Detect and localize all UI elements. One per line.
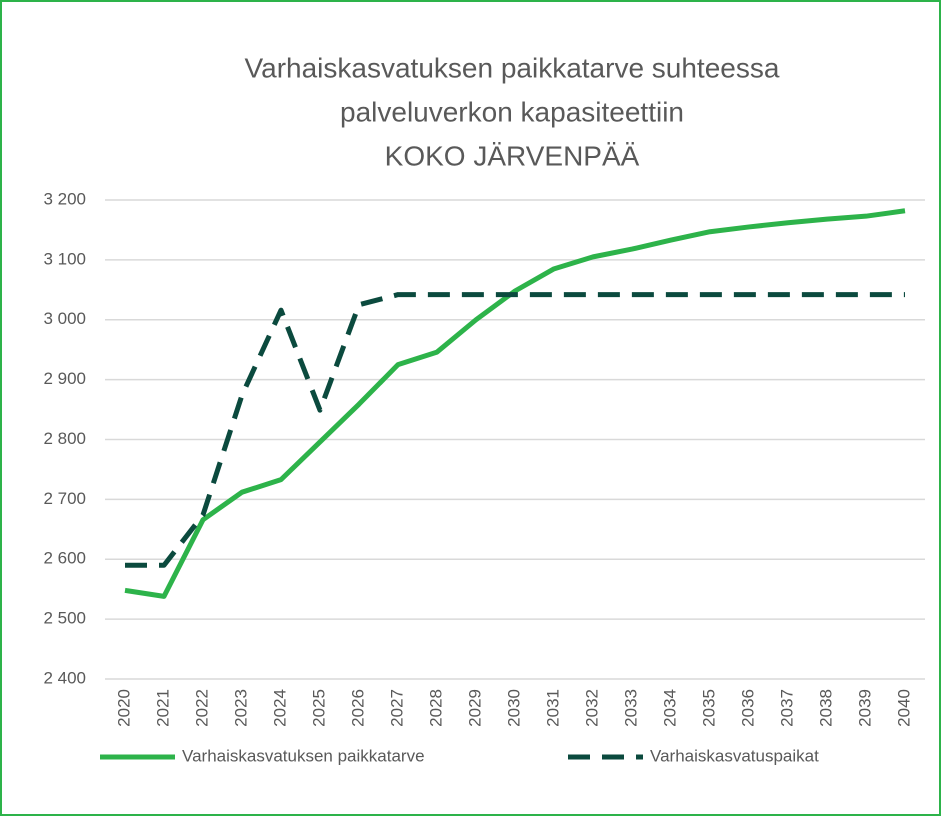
y-tick-label: 2 400 bbox=[43, 668, 86, 687]
y-tick-label: 3 200 bbox=[43, 189, 86, 208]
x-tick-label: 2039 bbox=[855, 689, 874, 727]
x-tick-label: 2033 bbox=[621, 689, 640, 727]
x-tick-label: 2032 bbox=[582, 689, 601, 727]
x-tick-label: 2034 bbox=[660, 689, 679, 727]
y-tick-label: 2 800 bbox=[43, 429, 86, 448]
chart-title: KOKO JÄRVENPÄÄ bbox=[385, 140, 640, 171]
x-tick-label: 2020 bbox=[114, 689, 133, 727]
x-tick-label: 2028 bbox=[426, 689, 445, 727]
x-tick-label: 2021 bbox=[153, 689, 172, 727]
y-tick-label: 2 900 bbox=[43, 369, 86, 388]
x-tick-label: 2026 bbox=[348, 689, 367, 727]
y-tick-label: 2 500 bbox=[43, 609, 86, 628]
x-tick-label: 2037 bbox=[777, 689, 796, 727]
y-tick-label: 2 700 bbox=[43, 489, 86, 508]
x-tick-label: 2035 bbox=[699, 689, 718, 727]
x-tick-label: 2036 bbox=[738, 689, 757, 727]
x-tick-label: 2030 bbox=[504, 689, 523, 727]
chart-title: Varhaiskasvatuksen paikkatarve suhteessa bbox=[245, 52, 780, 83]
x-tick-label: 2040 bbox=[894, 689, 913, 727]
x-tick-label: 2024 bbox=[270, 689, 289, 727]
legend-label: Varhaiskasvatuspaikat bbox=[650, 746, 819, 765]
x-tick-label: 2025 bbox=[309, 689, 328, 727]
x-tick-label: 2031 bbox=[543, 689, 562, 727]
y-tick-label: 2 600 bbox=[43, 549, 86, 568]
y-tick-label: 3 000 bbox=[43, 309, 86, 328]
x-tick-label: 2023 bbox=[231, 689, 250, 727]
x-tick-label: 2027 bbox=[387, 689, 406, 727]
y-tick-label: 3 100 bbox=[43, 249, 86, 268]
x-tick-label: 2029 bbox=[465, 689, 484, 727]
x-tick-label: 2022 bbox=[192, 689, 211, 727]
data-line bbox=[124, 208, 906, 599]
x-tick-label: 2038 bbox=[816, 689, 835, 727]
legend-label: Varhaiskasvatuksen paikkatarve bbox=[182, 746, 425, 765]
chart-title: palveluverkon kapasiteettiin bbox=[340, 96, 684, 127]
data-line bbox=[125, 292, 905, 568]
